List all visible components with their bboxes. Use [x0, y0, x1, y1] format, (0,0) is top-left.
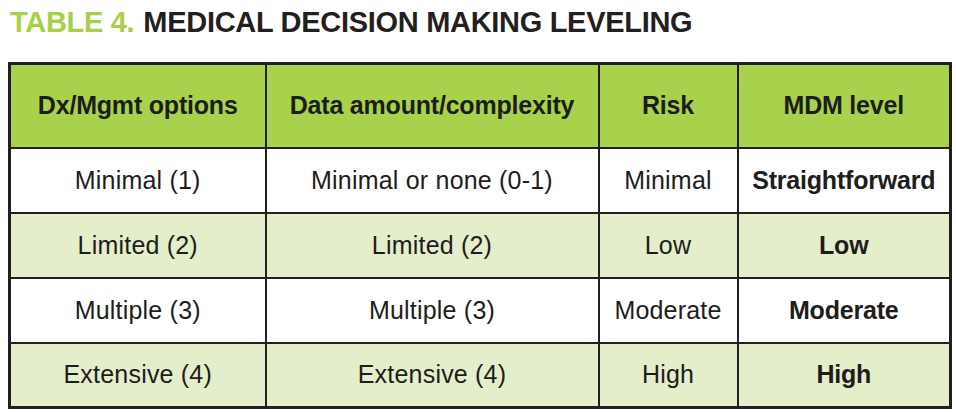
cell-data-complexity: Limited (2) — [266, 213, 599, 278]
page-title: TABLE 4. MEDICAL DECISION MAKING LEVELING — [10, 6, 692, 39]
cell-mdm-level: High — [738, 343, 951, 408]
header-mdm-level: MDM level — [738, 64, 951, 148]
table-row: Extensive (4) Extensive (4) High High — [10, 343, 951, 408]
table-row: Multiple (3) Multiple (3) Moderate Moder… — [10, 278, 951, 343]
table-number-label: TABLE 4. — [10, 6, 134, 38]
cell-risk: Low — [599, 213, 738, 278]
cell-dx-options: Minimal (1) — [10, 148, 266, 213]
cell-mdm-level: Low — [738, 213, 951, 278]
header-risk: Risk — [599, 64, 738, 148]
cell-risk: Moderate — [599, 278, 738, 343]
cell-risk: Minimal — [599, 148, 738, 213]
header-row: Dx/Mgmt options Data amount/complexity R… — [10, 64, 951, 148]
header-data-amount-complexity: Data amount/complexity — [266, 64, 599, 148]
cell-dx-options: Limited (2) — [10, 213, 266, 278]
header-dx-mgmt-options: Dx/Mgmt options — [10, 64, 266, 148]
table-row: Limited (2) Limited (2) Low Low — [10, 213, 951, 278]
table-title-text: MEDICAL DECISION MAKING LEVELING — [143, 6, 692, 38]
cell-dx-options: Extensive (4) — [10, 343, 266, 408]
cell-data-complexity: Multiple (3) — [266, 278, 599, 343]
cell-data-complexity: Extensive (4) — [266, 343, 599, 408]
cell-mdm-level: Straightforward — [738, 148, 951, 213]
cell-dx-options: Multiple (3) — [10, 278, 266, 343]
page: TABLE 4. MEDICAL DECISION MAKING LEVELING… — [0, 0, 956, 412]
cell-mdm-level: Moderate — [738, 278, 951, 343]
table-row: Minimal (1) Minimal or none (0-1) Minima… — [10, 148, 951, 213]
cell-risk: High — [599, 343, 738, 408]
mdm-leveling-table: Dx/Mgmt options Data amount/complexity R… — [8, 62, 952, 409]
cell-data-complexity: Minimal or none (0-1) — [266, 148, 599, 213]
